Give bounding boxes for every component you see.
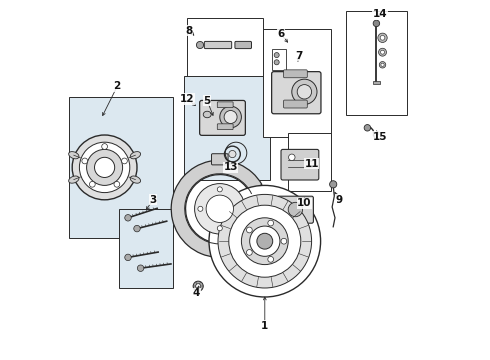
Text: 4: 4 [193,288,200,298]
Text: 6: 6 [277,29,285,39]
Circle shape [125,254,131,261]
Circle shape [209,185,320,297]
Bar [69,97,173,238]
Wedge shape [171,160,262,257]
Text: 5: 5 [203,96,211,106]
Circle shape [137,265,144,271]
Circle shape [292,79,317,104]
Bar [184,76,270,180]
Ellipse shape [130,176,141,183]
Circle shape [122,158,127,164]
Bar [119,209,173,288]
Circle shape [220,106,242,128]
Circle shape [229,205,301,277]
Text: 1: 1 [261,321,269,331]
Circle shape [196,284,201,289]
Text: 2: 2 [114,81,121,91]
FancyBboxPatch shape [271,72,321,114]
Circle shape [379,48,387,56]
FancyBboxPatch shape [284,100,307,108]
FancyBboxPatch shape [235,41,251,49]
Circle shape [250,226,280,256]
Circle shape [95,157,115,177]
Ellipse shape [69,152,79,159]
Circle shape [218,194,312,288]
Circle shape [297,85,312,99]
Text: 12: 12 [180,94,195,104]
Circle shape [206,195,233,222]
FancyBboxPatch shape [217,124,233,130]
Bar [373,81,380,84]
Circle shape [114,181,120,187]
Circle shape [82,158,88,164]
Circle shape [134,225,140,232]
Bar [263,29,331,137]
FancyBboxPatch shape [277,196,314,223]
Circle shape [125,215,131,221]
Bar [272,49,286,70]
Circle shape [381,63,384,66]
Circle shape [229,150,236,158]
Circle shape [217,226,222,231]
Circle shape [242,218,288,265]
Circle shape [379,62,386,68]
Ellipse shape [203,111,211,118]
Text: 11: 11 [304,159,319,169]
Text: 15: 15 [373,132,387,142]
Circle shape [198,206,203,211]
Circle shape [378,33,387,42]
Text: 10: 10 [297,198,312,208]
Circle shape [289,154,295,161]
Circle shape [381,50,385,54]
Circle shape [195,184,245,234]
Circle shape [90,181,95,187]
FancyBboxPatch shape [284,70,307,78]
Text: 3: 3 [149,195,157,205]
Circle shape [217,187,222,192]
FancyBboxPatch shape [281,149,319,180]
Bar [187,18,263,79]
FancyBboxPatch shape [217,102,233,108]
Circle shape [364,125,370,131]
Bar [346,11,407,115]
Circle shape [380,36,385,40]
Circle shape [246,249,252,255]
Circle shape [288,202,303,217]
Circle shape [87,149,122,185]
Circle shape [193,281,203,291]
Circle shape [373,20,380,27]
Circle shape [281,238,287,244]
Ellipse shape [69,176,79,183]
Text: 7: 7 [295,51,303,61]
Circle shape [224,111,237,123]
FancyBboxPatch shape [204,41,232,49]
Circle shape [274,53,279,58]
Bar [288,133,331,191]
Circle shape [257,233,273,249]
Circle shape [196,41,204,49]
Ellipse shape [130,152,141,159]
Circle shape [102,144,107,149]
Circle shape [268,256,273,262]
Text: 9: 9 [335,195,342,205]
FancyBboxPatch shape [199,100,245,135]
Text: 14: 14 [373,9,387,19]
Circle shape [246,227,252,233]
Circle shape [268,220,273,226]
Text: 13: 13 [223,162,238,172]
Circle shape [79,142,130,193]
FancyBboxPatch shape [212,154,228,165]
Circle shape [72,135,137,200]
Circle shape [330,181,337,188]
Circle shape [274,60,279,65]
Text: 8: 8 [186,26,193,36]
